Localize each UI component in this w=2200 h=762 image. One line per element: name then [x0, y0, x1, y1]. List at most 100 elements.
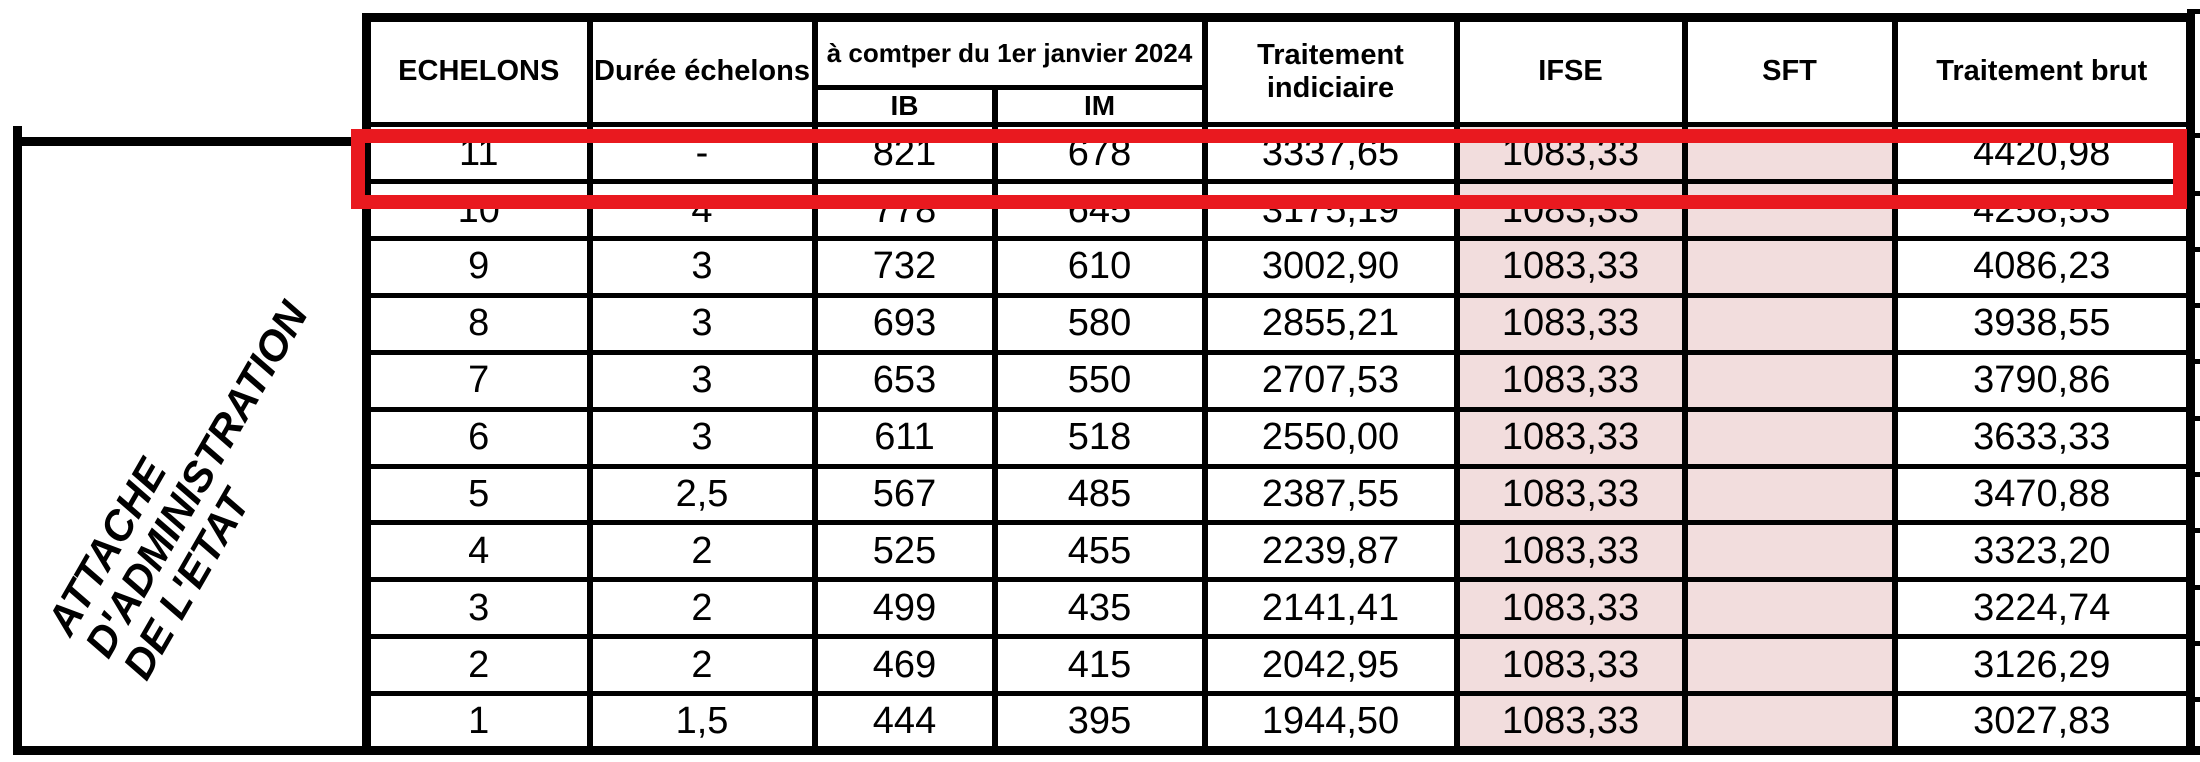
cell-ifse: 1083,33	[1453, 406, 1688, 469]
table-row-echelon-1: 1 1,5 444 395 1944,50 1083,33 3027,83	[363, 691, 2194, 753]
cell-sft	[1681, 634, 1898, 697]
cell-traitement-brut: 4086,23	[1891, 235, 2194, 298]
cell-traitement-brut: 3470,88	[1891, 463, 2194, 526]
column-header-date-group: à comtper du 1er janvier 2024	[811, 15, 1208, 90]
table-row-echelon-3: 3 2 499 435 2141,41 1083,33 3224,74	[363, 577, 2194, 640]
cell-ifse: 1083,33	[1453, 634, 1688, 697]
cutoff-column-tick	[2187, 9, 2200, 14]
column-header-duree-echelons: Durée échelons	[586, 14, 818, 128]
cell-ifse: 1083,33	[1453, 179, 1688, 241]
cell-im: 580	[991, 292, 1208, 355]
cell-traitement-indiciaire: 3175,19	[1201, 179, 1460, 241]
cutoff-column-tick	[2187, 697, 2200, 702]
cell-ib: 567	[811, 463, 998, 526]
table-row-echelon-4: 4 2 525 455 2239,87 1083,33 3323,20	[363, 520, 2194, 583]
cutoff-column-tick	[2187, 641, 2200, 646]
cutoff-column-tick	[2187, 528, 2200, 533]
cell-echelon: 11	[363, 122, 593, 185]
cell-duree: 2	[586, 634, 818, 697]
cell-ib: 444	[811, 691, 998, 753]
cell-traitement-indiciaire: 2239,87	[1201, 520, 1460, 583]
cell-duree: 2	[586, 520, 818, 583]
column-header-sft: SFT	[1681, 14, 1898, 128]
table-row-echelon-2: 2 2 469 415 2042,95 1083,33 3126,29	[363, 634, 2194, 697]
cell-im: 435	[991, 577, 1208, 640]
cell-ib: 611	[811, 406, 998, 469]
cell-im: 610	[991, 235, 1208, 298]
cell-sft	[1681, 691, 1898, 753]
grade-label-line-2: D'ADMINISTRATION	[75, 293, 317, 665]
cutoff-column-tick	[2187, 416, 2200, 421]
column-header-ifse: IFSE	[1453, 14, 1688, 128]
cell-echelon: 4	[363, 520, 593, 583]
column-header-im: IM	[991, 84, 1208, 128]
cell-duree: 3	[586, 235, 818, 298]
table-row-echelon-9: 9 3 732 610 3002,90 1083,33 4086,23	[363, 235, 2194, 298]
cell-sft	[1681, 122, 1898, 185]
cell-traitement-brut: 4258,53	[1891, 179, 2194, 241]
table-row-echelon-10: 10 4 778 645 3175,19 1083,33 4258,53	[363, 179, 2194, 241]
cell-im: 455	[991, 520, 1208, 583]
cell-echelon: 1	[363, 691, 593, 753]
cell-duree: 3	[586, 292, 818, 355]
grade-label: ATTACHE D'ADMINISTRATION DE L'ETAT	[37, 248, 369, 687]
cutoff-column-tick	[2187, 359, 2200, 364]
cell-sft	[1681, 349, 1898, 412]
table-row-echelon-7: 7 3 653 550 2707,53 1083,33 3790,86	[363, 349, 2194, 412]
cell-im: 395	[991, 691, 1208, 753]
header-row-sub: IB IM	[367, 84, 2191, 128]
cell-echelon: 8	[363, 292, 593, 355]
cutoff-column-tick	[2187, 472, 2200, 477]
cell-im: 678	[991, 122, 1208, 185]
cutoff-column-tick	[2187, 191, 2200, 196]
column-header-ib: IB	[811, 84, 998, 128]
table-row-echelon-6: 6 3 611 518 2550,00 1083,33 3633,33	[363, 406, 2194, 469]
cell-traitement-brut: 3323,20	[1891, 520, 2194, 583]
cell-ifse: 1083,33	[1453, 349, 1688, 412]
cell-traitement-indiciaire: 2141,41	[1201, 577, 1460, 640]
cell-ifse: 1083,33	[1453, 292, 1688, 355]
cell-echelon: 10	[363, 179, 593, 241]
cell-im: 415	[991, 634, 1208, 697]
header-row-main: ECHELONS Durée échelons à comtper du 1er…	[363, 14, 2194, 128]
cell-ifse: 1083,33	[1453, 235, 1688, 298]
cell-ifse: 1083,33	[1453, 122, 1688, 185]
cell-sft	[1681, 292, 1898, 355]
cell-traitement-brut: 3027,83	[1891, 691, 2194, 753]
cutoff-column-edge	[2187, 9, 2192, 755]
cell-traitement-indiciaire: 2855,21	[1201, 292, 1460, 355]
cell-ib: 525	[811, 520, 998, 583]
cell-traitement-indiciaire: 1944,50	[1201, 691, 1460, 753]
cell-ib: 469	[811, 634, 998, 697]
table-row-echelon-8: 8 3 693 580 2855,21 1083,33 3938,55	[363, 292, 2194, 355]
cell-im: 550	[991, 349, 1208, 412]
cell-ifse: 1083,33	[1453, 577, 1688, 640]
cell-duree: 3	[586, 406, 818, 469]
cell-sft	[1681, 179, 1898, 241]
cell-ib: 821	[811, 122, 998, 185]
cell-traitement-brut: 3938,55	[1891, 292, 2194, 355]
cell-ib: 693	[811, 292, 998, 355]
cell-ifse: 1083,33	[1453, 691, 1688, 753]
cell-traitement-indiciaire: 2550,00	[1201, 406, 1460, 469]
grade-box-corner-mark	[13, 126, 22, 140]
salary-grid-table: ECHELONS Durée échelons à comtper du 1er…	[362, 13, 2195, 755]
cell-im: 645	[991, 179, 1208, 241]
cell-traitement-indiciaire: 3002,90	[1201, 235, 1460, 298]
cell-traitement-indiciaire: 2707,53	[1201, 349, 1460, 412]
cell-duree: 3	[586, 349, 818, 412]
cell-traitement-brut: 3633,33	[1891, 406, 2194, 469]
cell-echelon: 5	[363, 463, 593, 526]
cutoff-column-tick	[2187, 247, 2200, 252]
cell-traitement-indiciaire: 2042,95	[1201, 634, 1460, 697]
cell-sft	[1681, 520, 1898, 583]
cell-traitement-indiciaire: 2387,55	[1201, 463, 1460, 526]
cell-duree: -	[586, 122, 818, 185]
cell-duree: 2	[586, 577, 818, 640]
table-row-echelon-11: 11 - 821 678 3337,65 1083,33 4420,98	[363, 122, 2194, 185]
cell-ib: 778	[811, 179, 998, 241]
cell-duree: 4	[586, 179, 818, 241]
cell-traitement-brut: 3126,29	[1891, 634, 2194, 697]
cell-ib: 732	[811, 235, 998, 298]
cell-duree: 1,5	[586, 691, 818, 753]
